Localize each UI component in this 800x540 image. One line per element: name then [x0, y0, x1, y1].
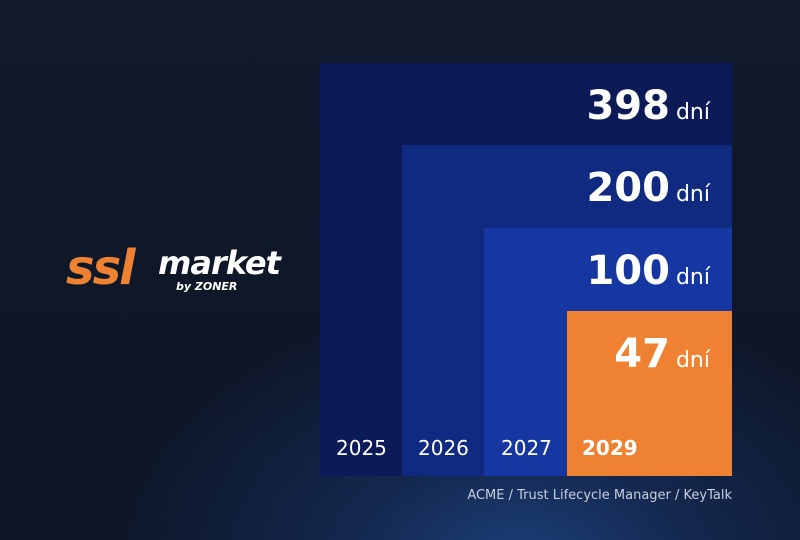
logo-product: market	[158, 244, 281, 282]
logo: ssl market by ZONER	[66, 240, 281, 300]
step-value: 100 dní	[586, 248, 710, 294]
step-value: 200 dní	[586, 165, 710, 211]
days: 47	[614, 331, 670, 377]
days: 398	[586, 83, 670, 129]
year: 2029	[582, 436, 638, 460]
step-box: 47 dní	[567, 311, 732, 476]
unit: dní	[675, 182, 710, 207]
year: 2025	[336, 436, 387, 460]
year: 2026	[418, 436, 469, 460]
unit: dní	[675, 348, 710, 373]
unit: dní	[675, 265, 710, 290]
year: 2027	[501, 436, 552, 460]
days: 100	[586, 248, 670, 294]
step-value: 398 dní	[586, 83, 710, 129]
days: 200	[586, 165, 670, 211]
logo-byline: by ZONER	[176, 280, 238, 293]
footer: ACME / Trust Lifecycle Manager / KeyTalk	[467, 488, 732, 503]
logo-brand: ssl	[66, 240, 136, 296]
unit: dní	[675, 100, 710, 125]
step-value: 47 dní	[614, 331, 710, 377]
